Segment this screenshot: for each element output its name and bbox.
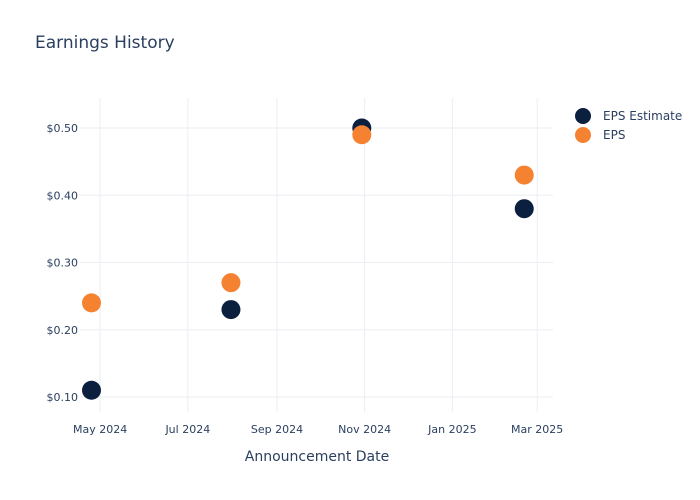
eps-point[interactable] bbox=[352, 125, 372, 145]
y-tick-labels: $0.10 $0.20 $0.30 $0.40 $0.50 bbox=[47, 122, 79, 404]
eps-point[interactable] bbox=[221, 273, 241, 293]
y-tick-label: $0.50 bbox=[47, 122, 79, 135]
x-tick-label: Jul 2024 bbox=[164, 423, 210, 436]
data-points bbox=[82, 118, 534, 400]
eps-estimate-point[interactable] bbox=[82, 380, 102, 400]
x-axis-title: Announcement Date bbox=[245, 449, 389, 465]
x-tick-labels: May 2024 Jul 2024 Sep 2024 Nov 2024 Jan 2025… bbox=[73, 423, 563, 436]
x-tick-label: Jan 2025 bbox=[427, 423, 476, 436]
y-tick-label: $0.30 bbox=[47, 257, 79, 270]
chart-title: Earnings History bbox=[35, 33, 175, 53]
legend-label-eps: EPS bbox=[603, 127, 626, 142]
legend-swatch-eps-estimate bbox=[575, 107, 591, 124]
eps-estimate-point[interactable] bbox=[514, 199, 534, 219]
x-tick-label: Mar 2025 bbox=[511, 423, 563, 436]
legend-item-eps-estimate[interactable]: EPS Estimate bbox=[575, 106, 682, 125]
y-tick-label: $0.10 bbox=[47, 391, 79, 404]
legend-item-eps[interactable]: EPS bbox=[575, 125, 682, 144]
y-tick-label: $0.40 bbox=[47, 189, 79, 202]
eps-point[interactable] bbox=[82, 293, 102, 313]
legend-label-eps-estimate: EPS Estimate bbox=[603, 108, 683, 123]
eps-estimate-point[interactable] bbox=[221, 300, 241, 320]
legend-swatch-eps bbox=[575, 126, 591, 143]
x-tick-label: May 2024 bbox=[73, 423, 127, 436]
y-tick-label: $0.20 bbox=[47, 324, 79, 337]
legend: EPS Estimate EPS bbox=[575, 106, 682, 144]
x-tick-label: Nov 2024 bbox=[338, 423, 391, 436]
eps-point[interactable] bbox=[514, 165, 534, 185]
grid-lines bbox=[80, 98, 553, 412]
x-tick-label: Sep 2024 bbox=[251, 423, 303, 436]
